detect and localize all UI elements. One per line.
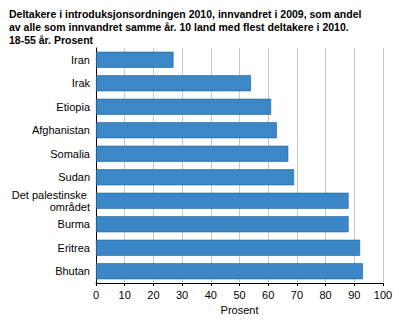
svg-text:Det palestinske: Det palestinske <box>12 189 90 201</box>
svg-text:40: 40 <box>205 289 217 301</box>
svg-text:Burma: Burma <box>58 218 91 230</box>
svg-text:30: 30 <box>176 289 188 301</box>
svg-text:60: 60 <box>262 289 274 301</box>
svg-text:20: 20 <box>147 289 159 301</box>
svg-text:0: 0 <box>93 289 99 301</box>
svg-text:området: området <box>50 201 90 213</box>
svg-text:av alle som innvandret samme å: av alle som innvandret samme år. 10 land… <box>9 21 349 33</box>
svg-text:50: 50 <box>233 289 245 301</box>
svg-text:10: 10 <box>119 289 131 301</box>
svg-text:Etiopia: Etiopia <box>56 101 91 113</box>
svg-text:90: 90 <box>348 289 360 301</box>
svg-text:Somalia: Somalia <box>50 148 91 160</box>
svg-text:Bhutan: Bhutan <box>55 265 90 277</box>
svg-text:Prosent: Prosent <box>221 304 259 316</box>
svg-text:100: 100 <box>374 289 392 301</box>
svg-text:Sudan: Sudan <box>58 171 90 183</box>
svg-text:Deltakere i introduksjonsordni: Deltakere i introduksjonsordningen 2010,… <box>9 8 362 20</box>
svg-text:Irak: Irak <box>72 77 91 89</box>
svg-text:Eritrea: Eritrea <box>58 242 91 254</box>
svg-text:80: 80 <box>319 289 331 301</box>
svg-text:18-55 år. Prosent: 18-55 år. Prosent <box>9 34 94 46</box>
svg-text:70: 70 <box>291 289 303 301</box>
svg-text:Afghanistan: Afghanistan <box>32 124 90 136</box>
svg-text:Iran: Iran <box>71 54 90 66</box>
